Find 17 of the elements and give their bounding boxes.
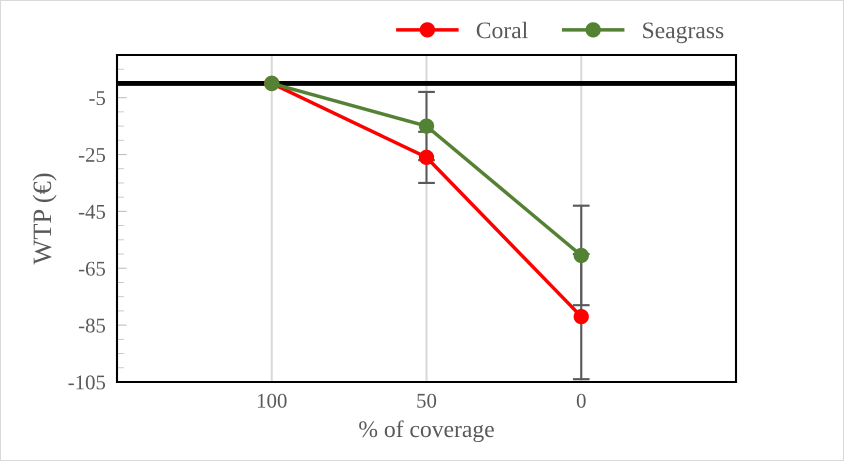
y-axis-title: WTP (€) <box>32 174 57 265</box>
legend-label: Seagrass <box>643 22 724 44</box>
y-tick-label: -65 <box>78 262 106 276</box>
y-tick-label: -25 <box>78 148 106 162</box>
point <box>574 308 589 324</box>
point <box>574 248 589 264</box>
x-tick-label: 50 <box>417 394 436 408</box>
point <box>418 118 434 134</box>
y-tick-label: -5 <box>89 91 106 106</box>
y-tick-label: -85 <box>78 318 106 333</box>
legend-label: Coral <box>476 22 528 38</box>
x-axis-title: % of coverage <box>359 420 494 442</box>
x-tick-label: 0 <box>576 394 586 408</box>
x-tick-label: 100 <box>258 394 287 408</box>
y-tick-label: -105 <box>68 375 106 390</box>
y-tick-label: -45 <box>78 204 106 219</box>
point <box>418 150 434 166</box>
